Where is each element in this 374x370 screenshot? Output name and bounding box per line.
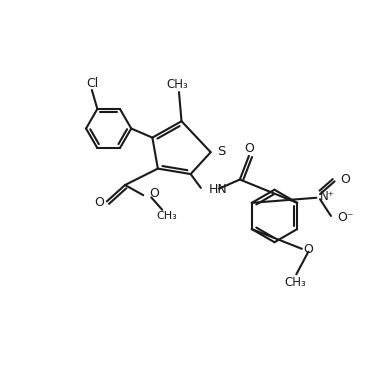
Text: CH₃: CH₃ bbox=[156, 211, 177, 221]
Text: O: O bbox=[304, 243, 313, 256]
Text: N⁺: N⁺ bbox=[320, 190, 335, 203]
Text: CH₃: CH₃ bbox=[166, 78, 188, 91]
Text: S: S bbox=[217, 145, 226, 158]
Text: O: O bbox=[244, 142, 254, 155]
Text: O: O bbox=[340, 174, 350, 186]
Text: O⁻: O⁻ bbox=[337, 211, 354, 224]
Text: CH₃: CH₃ bbox=[285, 276, 306, 289]
Text: HN: HN bbox=[209, 183, 228, 196]
Text: Cl: Cl bbox=[86, 77, 98, 90]
Text: O: O bbox=[149, 187, 159, 200]
Text: O: O bbox=[94, 196, 104, 209]
